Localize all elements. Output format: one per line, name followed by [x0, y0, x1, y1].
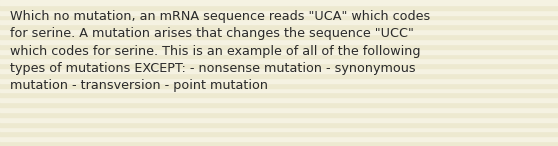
Bar — [0, 88, 558, 92]
Bar — [0, 97, 558, 102]
Bar — [0, 44, 558, 49]
Bar — [0, 102, 558, 107]
Bar — [0, 39, 558, 44]
Bar — [0, 73, 558, 78]
Bar — [0, 15, 558, 19]
Bar — [0, 83, 558, 88]
Bar — [0, 63, 558, 68]
Bar — [0, 10, 558, 15]
Bar — [0, 127, 558, 131]
Bar — [0, 58, 558, 63]
Bar — [0, 49, 558, 54]
Bar — [0, 24, 558, 29]
Bar — [0, 136, 558, 141]
Text: Which no mutation, an mRNA sequence reads "UCA" which codes
for serine. A mutati: Which no mutation, an mRNA sequence read… — [10, 10, 430, 92]
Bar — [0, 122, 558, 127]
Bar — [0, 141, 558, 146]
Bar — [0, 0, 558, 5]
Bar — [0, 54, 558, 58]
Bar — [0, 5, 558, 10]
Bar — [0, 68, 558, 73]
Bar — [0, 107, 558, 112]
Bar — [0, 78, 558, 83]
Bar — [0, 131, 558, 136]
Bar — [0, 34, 558, 39]
Bar — [0, 19, 558, 24]
Bar — [0, 112, 558, 117]
Bar — [0, 92, 558, 97]
Bar — [0, 29, 558, 34]
Bar — [0, 117, 558, 122]
